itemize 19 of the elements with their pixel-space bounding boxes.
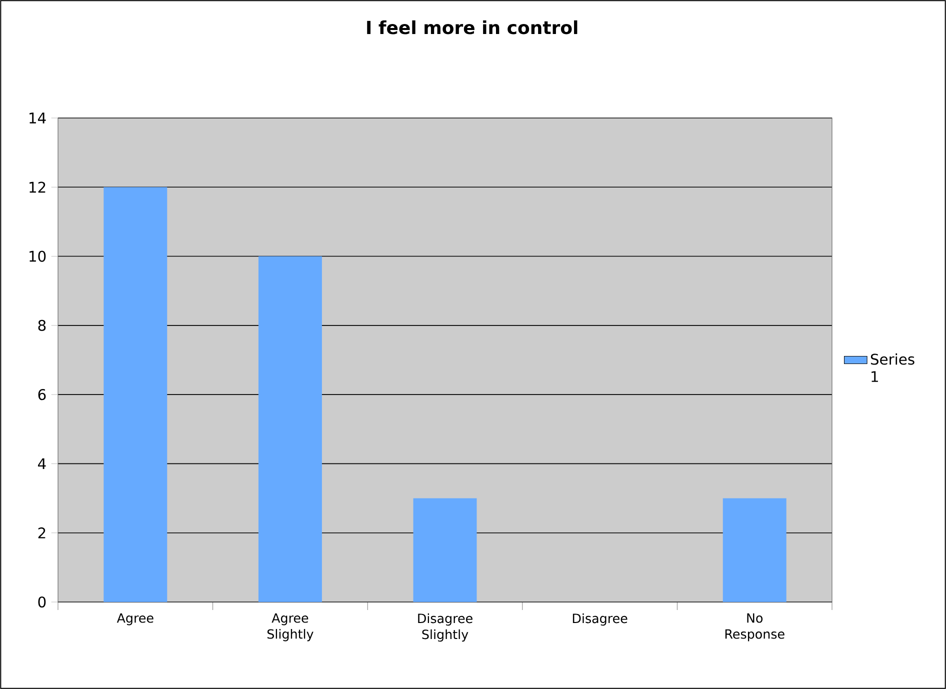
chart-title: I feel more in control xyxy=(367,20,578,34)
bar xyxy=(722,498,786,602)
x-tick-label: Agree xyxy=(116,613,154,626)
x-tick-label: Agree Slightly xyxy=(267,613,314,642)
bar xyxy=(104,187,168,602)
y-tick-label: 0 xyxy=(38,596,46,608)
x-tick-label: No Response xyxy=(725,613,784,642)
x-tick-label: Disagree Slightly xyxy=(418,613,472,642)
y-tick-label: 10 xyxy=(30,250,46,262)
legend-label: Series 1 xyxy=(870,353,914,382)
bar xyxy=(258,256,322,602)
y-tick-label: 6 xyxy=(38,389,46,400)
y-tick-label: 14 xyxy=(30,112,46,124)
y-tick-label: 8 xyxy=(38,320,46,331)
y-tick-label: 2 xyxy=(38,527,46,538)
x-tick-label: Disagree xyxy=(572,613,628,626)
y-tick-label: 12 xyxy=(30,182,46,193)
y-tick-label: 4 xyxy=(38,458,46,470)
bar xyxy=(413,498,477,602)
